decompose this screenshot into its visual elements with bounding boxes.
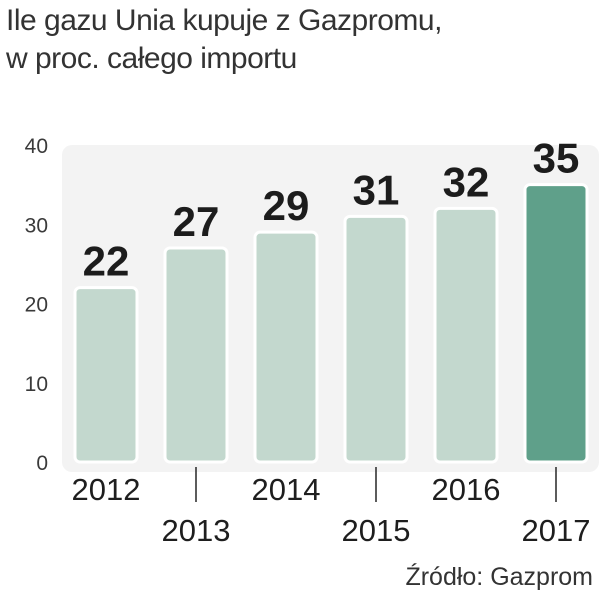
data-labels: 22 27 29 31 32 35: [83, 135, 580, 285]
source-note: Źródło: Gazprom: [405, 563, 593, 591]
bar-2015: [343, 214, 409, 464]
bar-2016: [433, 206, 499, 464]
bar-2012: [73, 286, 139, 464]
chart-title: Ile gazu Unia kupuje z Gazpromu, w proc.…: [6, 2, 442, 78]
chart-title-line-1: Ile gazu Unia kupuje z Gazpromu,: [6, 4, 442, 37]
data-label-2016: 32: [443, 158, 490, 205]
x-tick-label-2015: 2015: [342, 513, 411, 548]
y-tick-label: 10: [25, 373, 48, 396]
chart-title-line-2: w proc. całego importu: [6, 42, 297, 75]
data-label-2013: 27: [173, 198, 220, 245]
data-label-2012: 22: [83, 238, 130, 285]
y-tick-label: 30: [25, 214, 48, 237]
bar-series: [73, 183, 589, 464]
x-tick-label-2013: 2013: [162, 513, 231, 548]
data-label-2014: 29: [263, 182, 310, 229]
bar-2014: [253, 230, 319, 464]
x-tick-label-2012: 2012: [72, 472, 141, 507]
bar-2013: [163, 246, 229, 464]
x-tick-label-2016: 2016: [432, 472, 501, 507]
x-axis: 2012 2013 2014 2015 2016 2017: [72, 467, 591, 548]
bar-2017: [523, 183, 589, 464]
x-tick-label-2017: 2017: [522, 513, 591, 548]
chart-background-panel: [62, 145, 599, 472]
y-axis: 0 10 20 30 40: [25, 135, 48, 475]
y-tick-label: 40: [25, 135, 48, 158]
x-tick-label-2014: 2014: [252, 472, 321, 507]
y-tick-label: 20: [25, 294, 48, 317]
data-label-2017: 35: [533, 135, 580, 182]
y-tick-label: 0: [36, 452, 48, 475]
data-label-2015: 31: [353, 166, 400, 213]
